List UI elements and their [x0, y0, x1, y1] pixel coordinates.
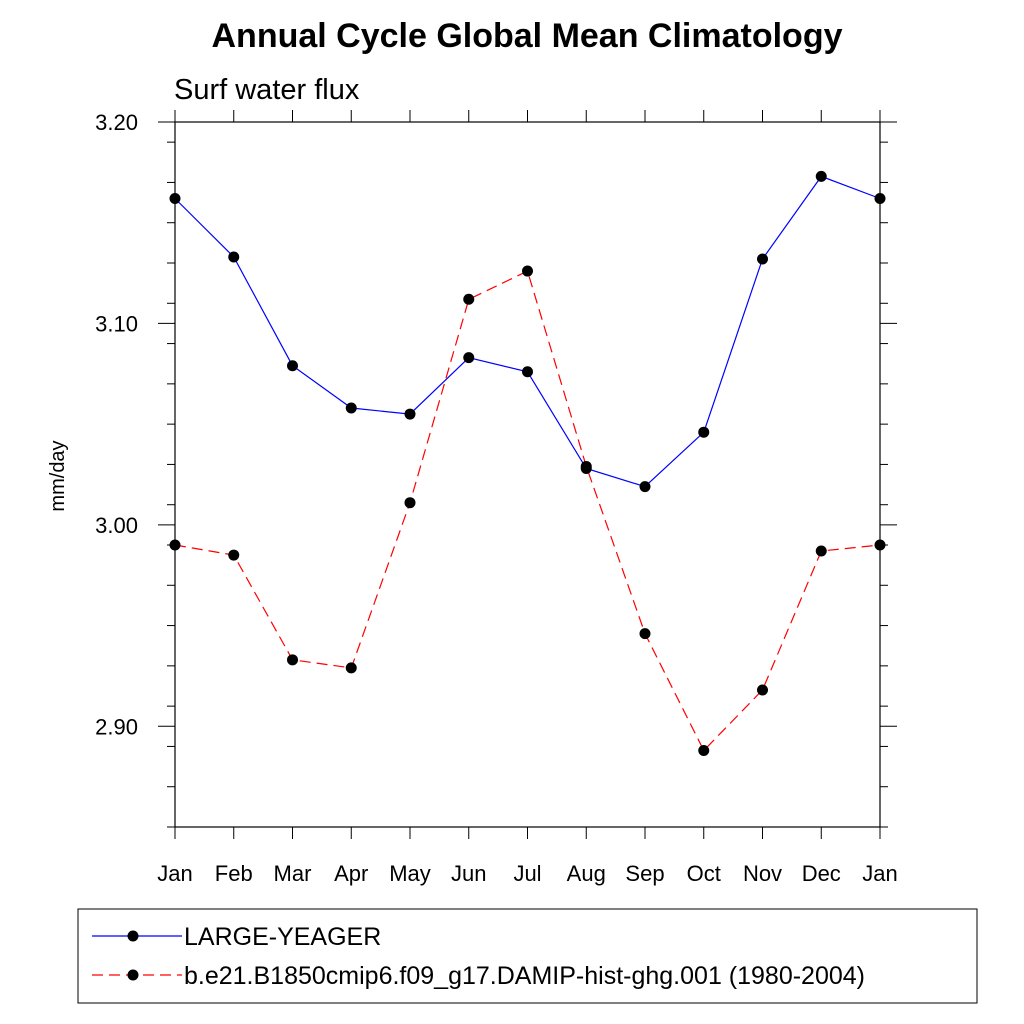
series-2-point	[757, 684, 768, 696]
x-tick-label: Jan	[862, 861, 897, 886]
series-1-point	[345, 402, 357, 414]
axis-ticks: Jan Feb Mar Apr May Jun Jul Aug Sep Oct Nov Dec Jan 2…	[95, 110, 898, 886]
x-tick-label: Apr	[334, 861, 368, 886]
legend-label-1: LARGE-YEAGER	[184, 923, 381, 951]
x-tick-label: Jul	[513, 861, 541, 886]
x-tick-label: Jan	[157, 861, 192, 886]
series-2-point	[874, 539, 886, 551]
y-tick-label: 2.90	[95, 714, 138, 739]
series-1-point	[287, 360, 298, 372]
series-1-point	[639, 481, 651, 493]
plot-frame	[174, 121, 881, 828]
series-2-point	[169, 539, 181, 551]
y-tick-label: 3.10	[95, 311, 138, 336]
series-2-point	[815, 545, 827, 557]
legend-label-2: b.e21.B1850cmip6.f09_g17.DAMIP-hist-ghg.…	[184, 962, 865, 990]
series-1-point	[815, 170, 827, 182]
x-tick-label: Sep	[625, 861, 664, 886]
y-tick-label: 3.00	[95, 513, 138, 538]
series-1-point	[169, 193, 181, 205]
series-layer	[169, 170, 886, 756]
y-axis-label: mm/day	[47, 440, 69, 511]
series-1-point	[228, 251, 240, 263]
y-tick-label: 3.20	[95, 110, 138, 135]
x-tick-label: Aug	[567, 861, 606, 886]
series-2-point	[404, 497, 416, 509]
series-1-point	[522, 366, 533, 378]
series-2-point	[698, 744, 710, 756]
series-2-point	[463, 293, 475, 305]
series-1-point	[404, 408, 416, 420]
legend-box	[77, 908, 978, 1004]
series-2-point	[580, 460, 592, 472]
series-1-point	[874, 193, 886, 205]
series-2-point	[228, 549, 240, 561]
chart-title: Annual Cycle Global Mean Climatology	[212, 17, 843, 55]
chart-subtitle: Surf water flux	[174, 74, 360, 106]
legend-marker-1	[127, 930, 139, 942]
series-2-point	[345, 662, 357, 674]
x-tick-label: Jun	[451, 861, 486, 886]
x-tick-label: Oct	[687, 861, 721, 886]
x-tick-label: Feb	[215, 861, 253, 886]
legend-marker-2	[127, 969, 139, 981]
x-tick-label: Dec	[802, 861, 841, 886]
x-tick-label: Mar	[274, 861, 312, 886]
series-2-point	[639, 628, 651, 640]
series-2-point	[287, 654, 298, 666]
x-tick-label: May	[389, 861, 431, 886]
x-tick-label: Nov	[743, 861, 782, 886]
series-line-1	[174, 175, 881, 488]
series-1-point	[757, 253, 768, 265]
series-1-point	[698, 426, 710, 438]
series-1-point	[463, 352, 475, 364]
series-2-point	[522, 265, 533, 277]
legend: LARGE-YEAGER b.e21.B1850cmip6.f09_g17.DAM…	[92, 923, 865, 990]
